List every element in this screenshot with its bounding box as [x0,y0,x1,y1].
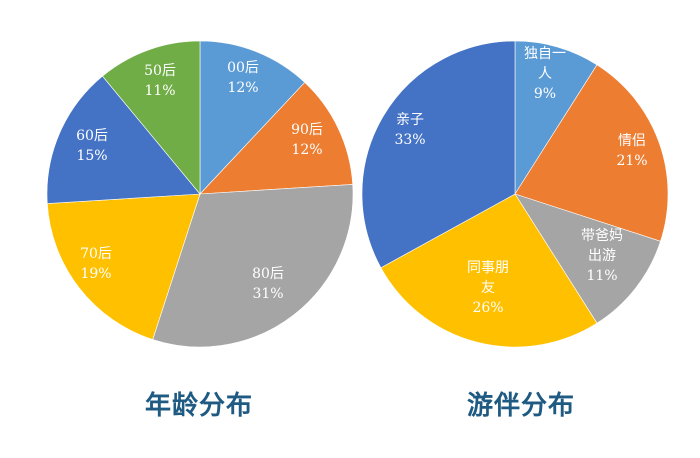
pie-slice-70后 [46,193,201,340]
pie-slice-亲子 [361,40,516,269]
slice-label: 亲子 33% [394,112,425,148]
slice-label: 带爸妈出游 11% [581,228,623,284]
slice-label: 00后 12% [227,60,259,96]
companion-distribution-title: 游伴分布 [467,391,576,421]
slice-label: 90后 12% [291,122,323,158]
pie-slice-60后 [46,75,201,204]
age-distribution-chart: 00后 12% 90后 12% 80后 31% 70后 19% 60后 15% 50后 11% [0,0,360,370]
pie-slice-带爸妈出游 [514,193,661,324]
slice-label: 情侣 21% [616,133,647,169]
companion-distribution-pie: 独自一人 9% 情侣 21% 带爸妈出游 11% 同事朋友 26% 亲子 33% [361,40,669,348]
pie-slice-00后 [199,40,306,195]
pie-slice-情侣 [514,64,669,242]
age-distribution-pie: 00后 12% 90后 12% 80后 31% 70后 19% 60后 15% 50后 11% [46,40,354,348]
pie-slice-独自一人 [514,40,598,196]
pie-slice-80后 [152,184,354,348]
slice-label: 60后 15% [76,128,108,164]
slice-label: 50后 11% [144,63,176,99]
pie-slice-同事朋友 [380,193,598,348]
slice-label: 70后 19% [80,246,112,282]
pie-slice-50后 [102,40,201,195]
slice-label: 独自一人 9% [524,46,566,102]
age-distribution-title: 年龄分布 [145,391,254,421]
slice-label: 80后 31% [252,266,284,302]
pie-slice-90后 [199,82,354,195]
slice-label: 同事朋友 26% [467,260,509,316]
companion-distribution-chart: 独自一人 9% 情侣 21% 带爸妈出游 11% 同事朋友 26% 亲子 33% [361,40,669,348]
